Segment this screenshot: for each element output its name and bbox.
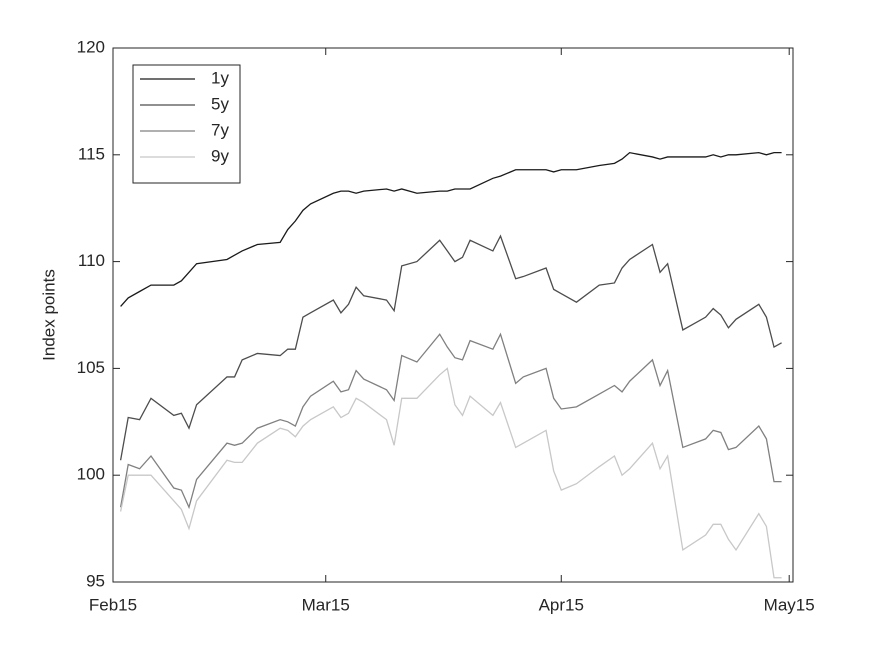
legend-label: 5y bbox=[211, 94, 229, 113]
y-tick-label: 120 bbox=[77, 37, 105, 56]
series-line bbox=[119, 367, 782, 579]
series-line bbox=[119, 234, 782, 461]
y-axis-label: Index points bbox=[39, 269, 58, 361]
x-tick-label: Apr15 bbox=[539, 595, 584, 614]
legend-label: 9y bbox=[211, 146, 229, 165]
legend-label: 7y bbox=[211, 120, 229, 139]
x-tick-label: Feb15 bbox=[89, 595, 137, 614]
legend-box bbox=[132, 64, 241, 184]
series-line bbox=[120, 151, 782, 307]
legend-label: 1y bbox=[211, 68, 229, 87]
y-tick-label: 105 bbox=[77, 358, 105, 377]
x-tick-label: Mar15 bbox=[302, 595, 350, 614]
y-tick-label: 95 bbox=[86, 571, 105, 590]
y-tick-label: 115 bbox=[78, 144, 105, 163]
x-tick-label: May15 bbox=[764, 595, 815, 614]
series-line bbox=[119, 332, 782, 510]
y-tick-label: 110 bbox=[78, 251, 105, 270]
y-tick-label: 100 bbox=[77, 465, 105, 484]
plot-frame bbox=[112, 47, 794, 583]
